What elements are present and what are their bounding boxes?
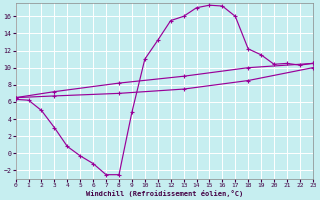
X-axis label: Windchill (Refroidissement éolien,°C): Windchill (Refroidissement éolien,°C) xyxy=(85,190,243,197)
